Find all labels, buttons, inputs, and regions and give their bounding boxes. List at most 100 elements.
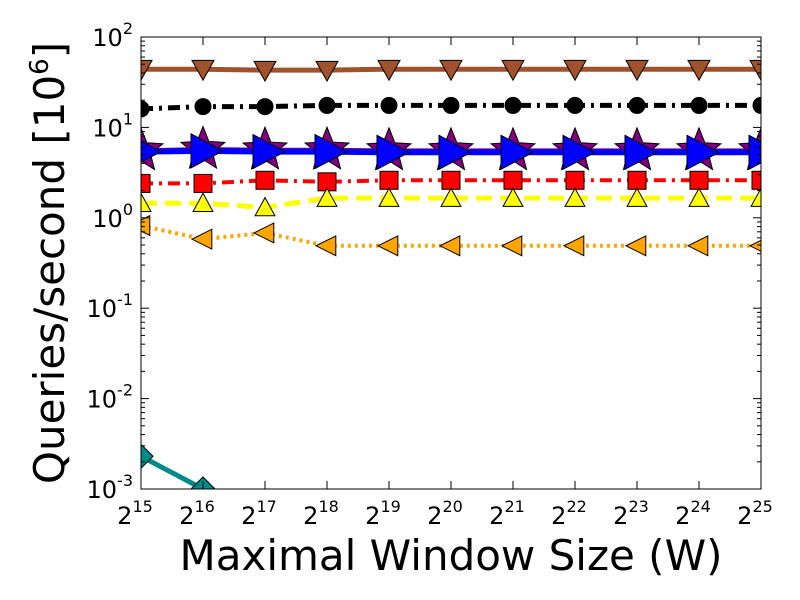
plot-area bbox=[140, 36, 762, 490]
x-tick-base: 2 bbox=[427, 502, 442, 530]
data-point bbox=[749, 59, 761, 82]
data-point bbox=[439, 59, 463, 82]
data-point bbox=[752, 96, 761, 114]
data-point bbox=[141, 214, 151, 237]
series-layer bbox=[141, 59, 761, 489]
data-point bbox=[690, 96, 708, 114]
x-tick-label: 222 bbox=[551, 497, 587, 530]
x-tick-label: 219 bbox=[365, 497, 401, 530]
data-point bbox=[318, 96, 336, 114]
y-tick-base: 10 bbox=[87, 386, 118, 414]
data-point bbox=[751, 170, 761, 190]
data-point bbox=[191, 59, 215, 82]
data-point bbox=[502, 187, 524, 207]
data-point bbox=[141, 443, 154, 470]
data-series bbox=[141, 96, 761, 118]
data-point bbox=[441, 170, 461, 190]
y-axis-title-exponent: 6 bbox=[25, 58, 55, 75]
data-point bbox=[686, 134, 721, 171]
data-point bbox=[190, 228, 213, 250]
data-point bbox=[566, 96, 584, 114]
data-point bbox=[193, 173, 213, 193]
data-point bbox=[141, 59, 153, 82]
y-tick-exponent: -1 bbox=[117, 290, 133, 309]
data-point bbox=[624, 134, 659, 171]
data-point bbox=[687, 59, 711, 82]
x-tick-label: 217 bbox=[241, 497, 277, 530]
data-point bbox=[750, 187, 761, 207]
y-tick-base: 10 bbox=[92, 205, 123, 233]
x-tick-label: 225 bbox=[737, 497, 773, 530]
y-tick-base: 10 bbox=[87, 476, 118, 504]
data-point bbox=[500, 235, 523, 257]
data-point bbox=[379, 170, 399, 190]
data-point bbox=[625, 59, 649, 82]
y-tick-label: 101 bbox=[92, 109, 133, 142]
data-point bbox=[376, 235, 399, 257]
data-point bbox=[503, 170, 523, 190]
x-tick-label: 220 bbox=[427, 497, 463, 530]
x-axis-title: Maximal Window Size (W) bbox=[180, 531, 723, 580]
series-line bbox=[141, 102, 761, 112]
data-point bbox=[141, 173, 151, 193]
x-tick-exponent: 20 bbox=[442, 497, 462, 516]
y-tick-base: 10 bbox=[92, 24, 123, 52]
data-point bbox=[500, 134, 535, 171]
data-point bbox=[377, 59, 401, 82]
y-tick-label: 102 bbox=[92, 19, 133, 52]
data-series bbox=[141, 59, 761, 83]
y-tick-label: 100 bbox=[92, 200, 133, 233]
data-point bbox=[378, 187, 400, 207]
x-tick-base: 2 bbox=[303, 502, 318, 530]
x-tick-exponent: 15 bbox=[132, 497, 152, 516]
data-point bbox=[316, 187, 338, 207]
data-point bbox=[626, 187, 648, 207]
data-point bbox=[564, 187, 586, 207]
data-point bbox=[562, 235, 585, 257]
x-tick-label: 223 bbox=[613, 497, 649, 530]
data-point bbox=[253, 60, 277, 83]
data-point bbox=[254, 196, 276, 217]
y-tick-base: 10 bbox=[87, 295, 118, 323]
data-point bbox=[315, 60, 339, 83]
data-point bbox=[628, 96, 646, 114]
y-tick-label: 10-3 bbox=[87, 471, 134, 504]
y-axis-title-main: Queries/second [10 bbox=[25, 75, 74, 484]
data-point bbox=[314, 235, 337, 257]
data-point bbox=[748, 134, 761, 171]
x-tick-exponent: 18 bbox=[318, 497, 338, 516]
data-series bbox=[141, 170, 761, 193]
y-axis-title-bracket: ] bbox=[25, 42, 74, 58]
x-tick-exponent: 22 bbox=[566, 497, 586, 516]
x-tick-base: 2 bbox=[489, 502, 504, 530]
x-tick-label: 221 bbox=[489, 497, 525, 530]
data-point bbox=[562, 134, 597, 171]
y-tick-exponent: 0 bbox=[123, 200, 133, 219]
x-tick-base: 2 bbox=[117, 502, 132, 530]
y-tick-exponent: 2 bbox=[123, 19, 133, 38]
y-tick-exponent: 1 bbox=[123, 109, 133, 128]
data-point bbox=[190, 133, 225, 169]
data-point bbox=[194, 98, 212, 116]
data-point bbox=[442, 96, 460, 114]
data-point bbox=[624, 235, 647, 257]
x-tick-label: 216 bbox=[179, 497, 215, 530]
y-tick-base: 10 bbox=[92, 114, 123, 142]
data-point bbox=[689, 170, 709, 190]
data-point bbox=[440, 187, 462, 207]
x-tick-exponent: 16 bbox=[194, 497, 214, 516]
data-point bbox=[563, 59, 587, 82]
data-point bbox=[380, 96, 398, 114]
series-line bbox=[141, 178, 761, 186]
x-tick-exponent: 25 bbox=[752, 497, 772, 516]
x-tick-label: 215 bbox=[117, 497, 153, 530]
series-line bbox=[141, 223, 761, 248]
x-tick-base: 2 bbox=[675, 502, 690, 530]
data-point bbox=[141, 100, 150, 118]
x-tick-label: 224 bbox=[675, 497, 711, 530]
data-point bbox=[688, 187, 710, 207]
data-point bbox=[252, 133, 287, 170]
series-line bbox=[141, 454, 205, 489]
data-point bbox=[252, 222, 275, 244]
